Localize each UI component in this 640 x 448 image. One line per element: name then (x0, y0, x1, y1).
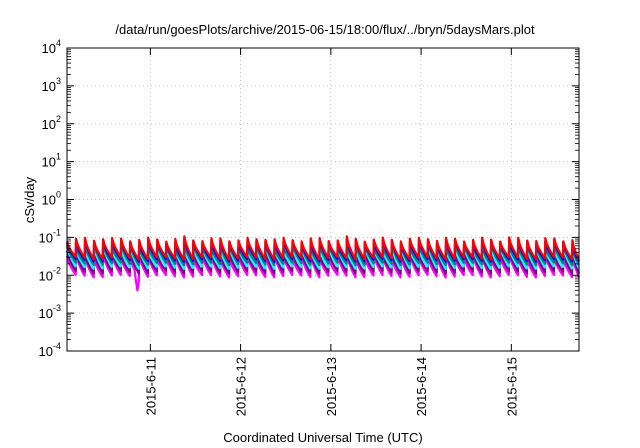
chart-title: /data/run/goesPlots/archive/2015-06-15/1… (115, 22, 535, 37)
y-tick-label: 101 (42, 152, 61, 170)
x-tick-label: 2015-6-11 (143, 357, 158, 415)
y-tick-label: 10-4 (39, 341, 61, 359)
x-tick-label: 2015-6-13 (324, 357, 339, 416)
y-tick-label: 10-1 (39, 227, 61, 245)
y-axis: 10-4 10-3 10-2 10-1 100 101 102 103 104 (39, 38, 579, 359)
grid (67, 48, 579, 351)
y-tick-label: 10-2 (39, 265, 61, 283)
data-series (65, 235, 581, 292)
y-tick-label: 102 (42, 114, 61, 132)
x-tick-label: 2015-6-14 (414, 357, 429, 416)
series-line (65, 235, 580, 261)
y-tick-label: 103 (42, 76, 61, 94)
y-tick-label: 104 (42, 38, 61, 56)
x-tick-label: 2015-6-12 (234, 357, 249, 416)
x-tick-label: 2015-6-15 (504, 357, 519, 416)
y-tick-label: 100 (42, 190, 61, 208)
x-axis-label: Coordinated Universal Time (UTC) (223, 430, 422, 445)
series-line (65, 251, 581, 292)
x-axis: 2015-6-11 2015-6-12 2015-6-13 2015-6-14 2015… (143, 48, 519, 416)
series-line (65, 243, 581, 270)
series-line (65, 248, 581, 275)
y-tick-label: 10-3 (39, 303, 61, 321)
y-axis-label: cSv/day (22, 176, 37, 223)
series-line (65, 240, 580, 267)
